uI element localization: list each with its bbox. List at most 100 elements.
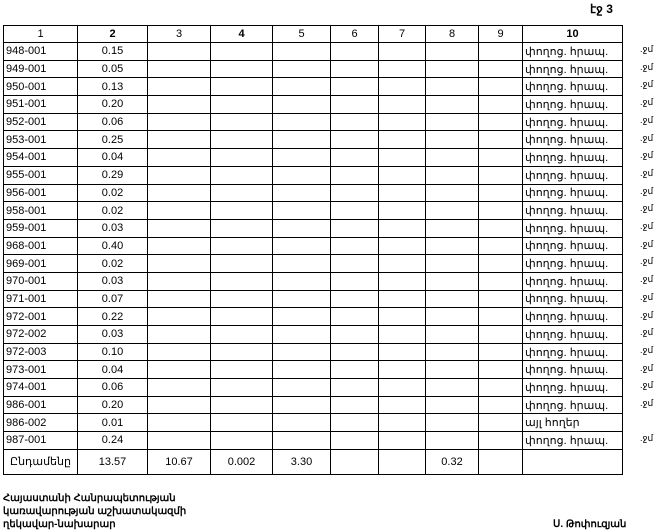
table-row: 956-001 0.02 փողոց. հրապ.	[3, 183, 623, 203]
table-cell: փողոց. հրապ.	[522, 218, 623, 238]
table-cell: 959-001	[3, 218, 78, 238]
column-header: 9	[478, 25, 523, 43]
table-row: 974-001 0.06 փողոց. հրապ.	[3, 378, 623, 397]
table-cell	[330, 289, 379, 309]
table-cell	[478, 218, 523, 238]
table-cell	[210, 254, 273, 273]
margin-mark: .ջմ	[640, 167, 654, 178]
table-row: 968-001 0.40 փողոց. հրապ.	[3, 236, 623, 256]
column-header: 6	[330, 25, 379, 43]
table-cell	[210, 42, 273, 61]
column-header: 3	[147, 25, 211, 43]
table-cell	[330, 342, 379, 362]
table-row: 970-001 0.03 փողոց. հրապ.	[3, 271, 623, 291]
table-cell: 0.15	[77, 42, 148, 61]
table-cell: 956-001	[3, 183, 78, 203]
margin-mark: .ջմ	[640, 327, 654, 338]
margin-mark: .ջմ	[640, 61, 654, 72]
table-cell	[330, 395, 379, 415]
table-cell	[272, 59, 331, 79]
table-cell: փողոց. հրապ.	[522, 59, 623, 79]
table-cell: փողոց. հրապ.	[522, 201, 623, 220]
table-cell	[330, 112, 379, 132]
table-row: 958-001 0.02 փողոց. հրապ.	[3, 201, 623, 220]
table-cell	[330, 378, 379, 397]
table-cell	[210, 431, 273, 450]
table-cell	[147, 130, 211, 150]
margin-mark: .ջմ	[640, 362, 654, 373]
table-row: 959-001 0.03 փողոց. հրապ.	[3, 218, 623, 238]
table-cell	[425, 218, 479, 238]
table-cell	[478, 289, 523, 309]
table-row: 987-001 0.24 փողոց. հրապ.	[3, 431, 623, 450]
table-cell	[330, 431, 379, 450]
table-row: 972-001 0.22 փողոց. հրապ.	[3, 307, 623, 326]
table-cell: փողոց. հրապ.	[522, 325, 623, 344]
table-cell	[330, 236, 379, 256]
table-cell	[378, 218, 426, 238]
table-cell: 0.06	[77, 112, 148, 132]
signatory-title-line: Հայաստանի Հանրապետության	[3, 493, 176, 504]
table-cell	[147, 183, 211, 203]
table-cell: 968-001	[3, 236, 78, 256]
table-cell: 951-001	[3, 95, 78, 114]
table-cell	[425, 395, 479, 415]
table-cell: փողոց. հրապ.	[522, 360, 623, 380]
table-cell	[210, 325, 273, 344]
table-cell: 0.29	[77, 165, 148, 185]
table-cell: փողոց. հրապ.	[522, 130, 623, 150]
table-cell	[425, 325, 479, 344]
table-cell	[210, 342, 273, 362]
margin-mark: .ջմ	[640, 79, 654, 90]
table-cell	[378, 413, 426, 433]
margin-mark: .ջմ	[640, 380, 654, 391]
table-cell	[147, 307, 211, 326]
table-cell	[272, 165, 331, 185]
table-cell	[147, 95, 211, 114]
table-cell	[330, 271, 379, 291]
table-cell	[478, 95, 523, 114]
table-cell	[272, 130, 331, 150]
table-cell: 986-001	[3, 395, 78, 415]
table-cell	[210, 395, 273, 415]
table-cell	[425, 130, 479, 150]
table-cell	[330, 148, 379, 167]
table-cell	[210, 218, 273, 238]
margin-mark: .ջմ	[640, 398, 654, 408]
table-cell	[210, 77, 273, 97]
table-cell	[272, 42, 331, 61]
table-cell	[478, 307, 523, 326]
table-cell: 972-002	[3, 325, 78, 344]
table-cell	[378, 254, 426, 273]
margin-mark: .ջմ	[640, 238, 654, 249]
table-cell	[147, 378, 211, 397]
table-cell	[478, 254, 523, 273]
table-cell	[425, 236, 479, 256]
column-header: 1	[3, 25, 78, 43]
table-row: 953-001 0.25 փողոց. հրապ.	[3, 130, 623, 150]
table-cell	[330, 95, 379, 114]
table-cell	[378, 289, 426, 309]
table-cell: փողոց. հրապ.	[522, 148, 623, 167]
margin-mark: .ջմ	[640, 344, 654, 355]
margin-mark: .ջմ	[640, 185, 654, 196]
table-cell	[210, 271, 273, 291]
table-cell	[330, 254, 379, 273]
table-cell: փողոց. հրապ.	[522, 165, 623, 185]
table-cell	[378, 201, 426, 220]
table-cell	[425, 342, 479, 362]
table-cell	[272, 148, 331, 167]
table-row: 955-001 0.29 փողոց. հրապ.	[3, 165, 623, 185]
table-cell	[378, 112, 426, 132]
table-cell: 0.20	[77, 395, 148, 415]
table-cell	[210, 201, 273, 220]
table-cell	[147, 431, 211, 450]
table-cell: 0.03	[77, 271, 148, 291]
margin-mark: .ջմ	[640, 97, 654, 108]
table-cell	[147, 413, 211, 433]
table-cell	[478, 183, 523, 203]
table-cell	[330, 130, 379, 150]
signatory-name: Ս. Թոփուզյան	[553, 519, 627, 530]
table-cell	[147, 201, 211, 220]
margin-mark: .ջմ	[640, 221, 654, 231]
